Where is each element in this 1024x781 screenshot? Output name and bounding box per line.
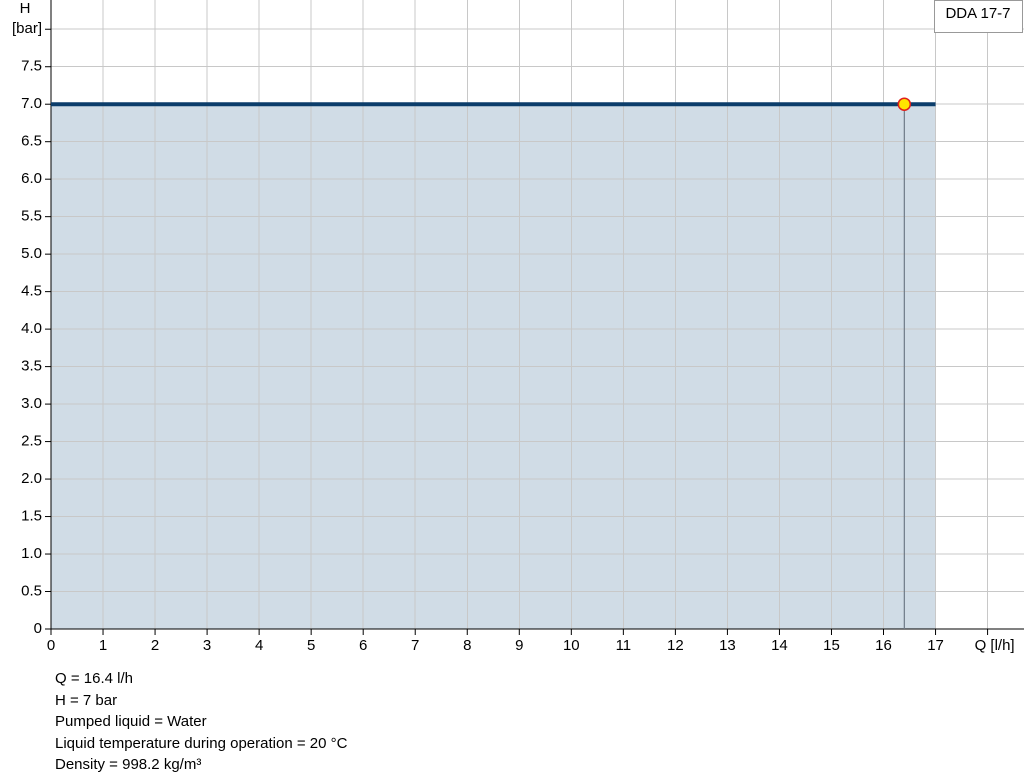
duty-point (897, 97, 912, 111)
y-tick-label: 2.5 (21, 433, 42, 450)
x-tick-label: 8 (463, 637, 471, 654)
x-tick-label: 4 (255, 637, 263, 654)
y-tick-label: 7.0 (21, 95, 42, 112)
info-line: Q = 16.4 l/h (55, 670, 133, 687)
y-axis-label: H (20, 0, 31, 17)
x-tick-label: 10 (563, 637, 580, 654)
x-tick-label: 9 (515, 637, 523, 654)
y-tick-label: 3.0 (21, 395, 42, 412)
info-line: H = 7 bar (55, 691, 118, 709)
y-tick-label: 0.5 (21, 582, 42, 599)
y-tick-label: [bar] (12, 20, 42, 37)
y-tick-label: 5.0 (21, 245, 42, 262)
x-tick-label: 7 (411, 637, 419, 654)
x-tick-label: 12 (667, 637, 684, 654)
y-tick-label: 3.5 (21, 358, 42, 375)
x-tick-label: 14 (771, 637, 788, 654)
y-tick-label: 4.0 (21, 320, 42, 337)
info-line: Density = 998.2 kg/m³ (55, 756, 202, 773)
x-tick-label: 0 (47, 637, 55, 654)
y-tick-label: 0 (34, 620, 42, 637)
x-tick-label: 11 (616, 637, 632, 654)
x-tick-label: 17 (927, 637, 944, 654)
legend-box (934, 0, 1023, 33)
x-tick-label: Q [l/h] (975, 637, 1015, 654)
y-tick-label: 6.5 (21, 133, 42, 150)
y-tick-label: 1.0 (21, 545, 42, 562)
y-tick-label: 4.5 (21, 283, 42, 300)
chart: H 0 1 2 3 4 5 6 7 8 9 10 11 12 13 14 15 16 17 Q [l/h]00.51… (12, 0, 1024, 654)
x-tick-label: 6 (359, 637, 367, 654)
x-tick-label: 15 (823, 637, 840, 654)
x-tick-label: 16 (875, 637, 892, 654)
legend-label: DDA 17-7 (945, 5, 1010, 22)
info-line: Liquid temperature during operation = 20… (55, 734, 348, 752)
x-tick-label: 13 (719, 637, 736, 654)
x-tick-label: 5 (307, 637, 315, 654)
x-tick-label: 2 (151, 637, 159, 654)
x-tick-label: 3 (203, 637, 211, 654)
y-tick-label: 1.5 (21, 508, 42, 525)
y-tick-label: 2.0 (21, 470, 42, 487)
y-tick-label: 5.5 (21, 208, 42, 225)
x-tick-label: 1 (99, 637, 107, 654)
y-tick-label: 7.5 (21, 58, 42, 75)
y-tick-label: 6.0 (21, 170, 42, 187)
info-line: Pumped liquid = Water (55, 713, 207, 730)
